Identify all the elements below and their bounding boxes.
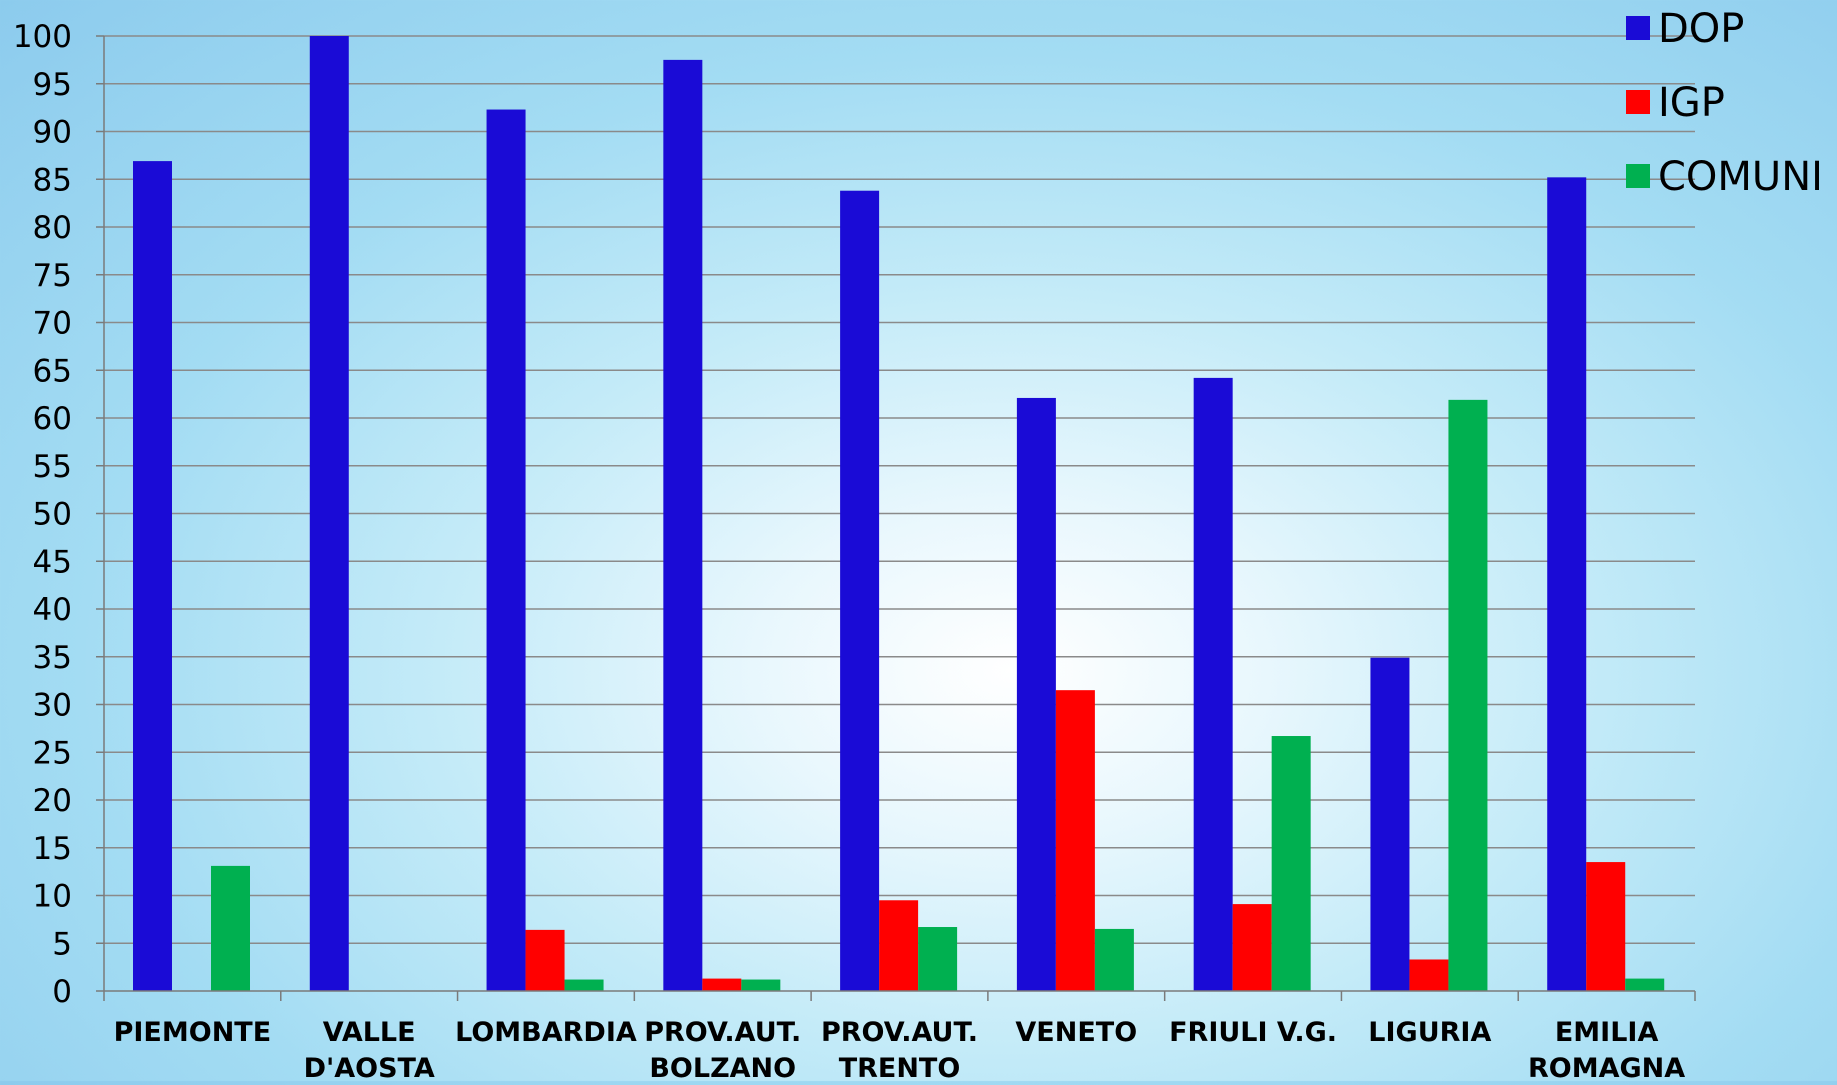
y-tick-label: 90 xyxy=(33,115,72,151)
y-tick-label: 5 xyxy=(52,926,72,962)
axes xyxy=(96,35,1696,1001)
x-tick-label: BOLZANO xyxy=(649,1053,796,1081)
bar-igp-5 xyxy=(1055,690,1095,991)
y-axis-tick-labels: 0 5 10 15 20 25 30 35 40 45 50 55 60 65 70 75 80 85 90 95 10… xyxy=(13,19,72,1010)
x-tick-label: ROMAGNA xyxy=(1528,1053,1685,1081)
bar-dop-3 xyxy=(663,59,703,991)
x-tick-label: PROV.AUT. xyxy=(644,1017,801,1048)
y-tick-label: 55 xyxy=(33,449,72,485)
legend-label-igp: IGP xyxy=(1658,80,1725,126)
x-tick-label: TRENTO xyxy=(839,1053,961,1081)
y-tick-label: 60 xyxy=(33,401,72,437)
y-tick-label: 35 xyxy=(33,640,72,676)
bar-comuni-2 xyxy=(564,979,604,991)
y-tick-label: 0 xyxy=(52,974,72,1010)
bar-dop-2 xyxy=(486,109,526,991)
legend-label-dop: DOP xyxy=(1658,6,1744,52)
y-tick-label: 75 xyxy=(33,258,72,294)
bar-comuni-7 xyxy=(1448,399,1488,992)
bar-igp-4 xyxy=(879,900,919,991)
legend: DOP IGP COMUNI xyxy=(1626,6,1823,200)
bar-comuni-6 xyxy=(1271,736,1311,991)
x-tick-label: D'AOSTA xyxy=(304,1053,435,1081)
x-tick-label: PIEMONTE xyxy=(114,1017,272,1048)
y-tick-label: 30 xyxy=(33,688,72,724)
y-tick-label: 65 xyxy=(33,353,72,389)
y-tick-label: 80 xyxy=(33,210,72,246)
bar-igp-6 xyxy=(1232,904,1272,991)
bar-igp-7 xyxy=(1409,959,1449,991)
y-tick-label: 50 xyxy=(33,497,72,533)
bar-dop-6 xyxy=(1193,377,1233,991)
bar-dop-8 xyxy=(1547,177,1587,992)
y-tick-label: 70 xyxy=(33,306,72,342)
bar-dop-5 xyxy=(1016,397,1056,991)
bar-dop-0 xyxy=(133,161,172,992)
legend-swatch-comuni xyxy=(1626,164,1650,188)
bar-dop-4 xyxy=(840,190,880,991)
y-tick-label: 45 xyxy=(33,544,72,580)
y-tick-label: 40 xyxy=(33,592,72,628)
bar-igp-2 xyxy=(525,929,565,991)
bar-comuni-8 xyxy=(1625,978,1665,991)
bar-igp-8 xyxy=(1586,862,1626,991)
y-tick-label: 85 xyxy=(33,162,72,198)
x-tick-label: EMILIA xyxy=(1555,1017,1659,1048)
legend-swatch-igp xyxy=(1626,90,1650,114)
y-tick-label: 15 xyxy=(33,831,72,867)
y-tick-label: 95 xyxy=(33,67,72,103)
bar-dop-7 xyxy=(1370,657,1410,991)
y-tick-label: 25 xyxy=(33,735,72,771)
bar-comuni-4 xyxy=(918,927,958,991)
y-tick-label: 100 xyxy=(13,19,72,55)
legend-swatch-dop xyxy=(1626,16,1650,40)
x-tick-label: LIGURIA xyxy=(1368,1017,1491,1048)
x-tick-label: VALLE xyxy=(323,1017,416,1048)
gridlines xyxy=(104,35,1695,944)
y-tick-label: 20 xyxy=(33,783,72,819)
bar-comuni-0 xyxy=(211,865,250,991)
x-tick-label: VENETO xyxy=(1015,1017,1137,1048)
y-tick-label: 10 xyxy=(33,879,72,915)
legend-label-comuni: COMUNI xyxy=(1658,154,1823,200)
bar-comuni-5 xyxy=(1094,928,1134,991)
x-tick-label: FRIULI V.G. xyxy=(1169,1017,1337,1048)
bars xyxy=(133,36,1665,992)
bar-dop-1 xyxy=(309,36,349,991)
bar-igp-3 xyxy=(702,978,742,991)
x-tick-label: PROV.AUT. xyxy=(821,1017,978,1048)
bar-comuni-3 xyxy=(741,979,781,991)
x-tick-label: LOMBARDIA xyxy=(455,1017,637,1048)
